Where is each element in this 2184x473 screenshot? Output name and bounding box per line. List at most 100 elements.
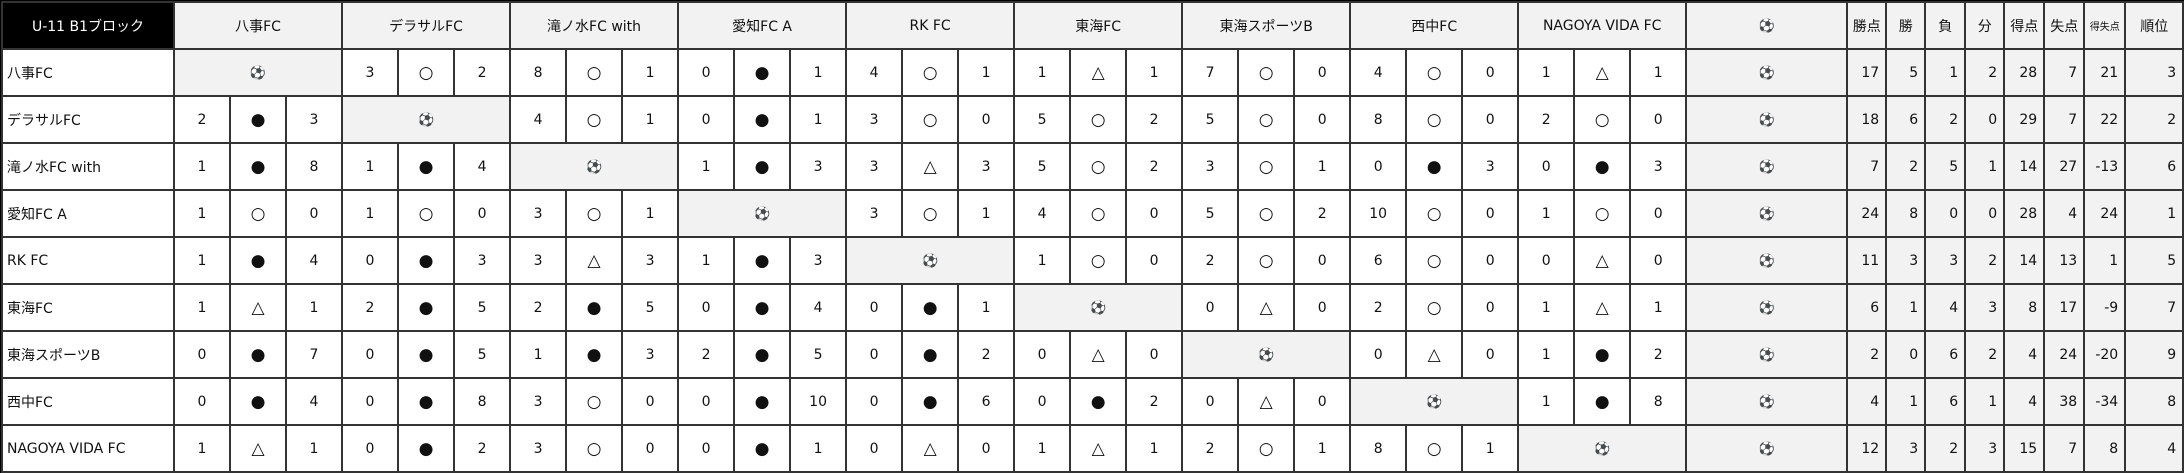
stat-value: 6: [2124, 142, 2184, 191]
goals-for: 1: [1517, 189, 1576, 238]
goals-for: 4: [1349, 48, 1408, 97]
stat-value: 5: [2124, 236, 2184, 285]
loss-mark: ●: [733, 142, 792, 191]
stat-header: 得点: [2003, 1, 2046, 50]
goals-for: 0: [845, 424, 904, 473]
table-row: 東海FC 1 △ 1 2 ● 5 2 ● 5 0 ● 4 0 ● 1 ⚽ 0 △ 0 2 ○ 0 1 △ 1 ⚽ 6 1 4 3 8 17 -9 7: [1, 283, 2184, 332]
stat-value: 12: [1846, 424, 1888, 473]
stat-value: 17: [2043, 283, 2086, 332]
goals-against: 0: [1293, 283, 1352, 332]
stat-value: 3: [1964, 424, 2006, 473]
win-mark: ○: [901, 189, 960, 238]
goals-against: 0: [1293, 377, 1352, 426]
win-mark: ○: [229, 189, 287, 238]
ball-cell: ⚽: [1685, 283, 1849, 332]
self-match-cell: ⚽: [677, 189, 848, 238]
goals-against: 1: [957, 283, 1016, 332]
goals-against: 8: [284, 142, 344, 191]
goals-for: 2: [1349, 283, 1408, 332]
loss-mark: ●: [901, 377, 960, 426]
soccer-ball-icon: ⚽: [1594, 441, 1611, 457]
draw-mark: △: [901, 424, 960, 473]
stat-value: 1: [1885, 283, 1927, 332]
goals-against: 8: [453, 377, 512, 426]
goals-for: 0: [341, 377, 400, 426]
loss-mark: ●: [229, 95, 287, 144]
win-mark: ○: [397, 48, 456, 97]
goals-against: 0: [1293, 48, 1352, 97]
win-mark: ○: [1237, 424, 1296, 473]
goals-for: 1: [677, 142, 736, 191]
stat-value: 0: [1924, 189, 1967, 238]
goals-for: 1: [1517, 377, 1576, 426]
goals-for: 3: [509, 236, 568, 285]
goals-against: 1: [957, 189, 1016, 238]
self-match-cell: ⚽: [1013, 283, 1184, 332]
win-mark: ○: [1069, 95, 1128, 144]
loss-mark: ●: [733, 48, 792, 97]
table-row: 東海スポーツB 0 ● 7 0 ● 5 1 ● 3 2 ● 5 0 ● 2 0 △ 0 ⚽ 0 △ 0 1 ● 2 ⚽ 2 0 6 2 4 24…: [1, 330, 2184, 379]
goals-against: 0: [284, 189, 344, 238]
goals-for: 1: [173, 189, 231, 238]
goals-against: 0: [621, 377, 680, 426]
goals-for: 8: [509, 48, 568, 97]
stat-value: 8: [2003, 283, 2046, 332]
goals-for: 3: [509, 189, 568, 238]
table-row: デラサルFC 2 ● 3 ⚽ 4 ○ 1 0 ● 1 3 ○ 0 5 ○ 2 5 ○ 0 8 ○ 0 2 ○ 0 ⚽ 18 6 2 0 29 7…: [1, 95, 2184, 144]
self-match-cell: ⚽: [341, 95, 512, 144]
goals-against: 0: [1461, 236, 1520, 285]
loss-mark: ●: [733, 283, 792, 332]
goals-against: 1: [1629, 283, 1688, 332]
goals-for: 2: [677, 330, 736, 379]
goals-for: 3: [845, 142, 904, 191]
goals-against: 0: [1125, 189, 1184, 238]
stat-value: 28: [2003, 189, 2046, 238]
goals-against: 3: [284, 95, 344, 144]
goals-for: 0: [677, 48, 736, 97]
goals-for: 1: [1013, 424, 1072, 473]
stat-value: 6: [1885, 95, 1927, 144]
goals-against: 3: [789, 142, 848, 191]
stat-value: 2: [2124, 95, 2184, 144]
goals-against: 5: [453, 283, 512, 332]
goals-for: 0: [1349, 142, 1408, 191]
ball-cell: ⚽: [1685, 189, 1849, 238]
goals-against: 3: [957, 142, 1016, 191]
goals-for: 8: [1349, 95, 1408, 144]
loss-mark: ●: [397, 424, 456, 473]
stat-value: 1: [1885, 377, 1927, 426]
goals-against: 0: [1293, 236, 1352, 285]
goals-against: 0: [1293, 95, 1352, 144]
stat-value: 1: [1964, 142, 2006, 191]
loss-mark: ●: [397, 142, 456, 191]
draw-mark: △: [1237, 283, 1296, 332]
goals-for: 4: [1013, 189, 1072, 238]
row-team-name: 滝ノ水FC with: [1, 142, 175, 191]
win-mark: ○: [397, 189, 456, 238]
goals-against: 0: [1629, 236, 1688, 285]
stat-value: 7: [2043, 95, 2086, 144]
stat-value: 4: [2003, 330, 2046, 379]
soccer-ball-icon: ⚽: [1758, 441, 1775, 457]
loss-mark: ●: [1573, 330, 1632, 379]
goals-for: 0: [845, 283, 904, 332]
soccer-ball-icon: ⚽: [1758, 394, 1775, 410]
goals-against: 1: [1125, 48, 1184, 97]
goals-for: 1: [677, 236, 736, 285]
loss-mark: ●: [733, 236, 792, 285]
goals-for: 0: [173, 377, 231, 426]
stat-value: 5: [1924, 142, 1967, 191]
row-team-name: デラサルFC: [1, 95, 175, 144]
loss-mark: ●: [397, 377, 456, 426]
goals-against: 2: [957, 330, 1016, 379]
row-team-name: NAGOYA VIDA FC: [1, 424, 175, 473]
goals-for: 1: [1013, 236, 1072, 285]
soccer-ball-icon: ⚽: [417, 112, 435, 128]
stat-value: 11: [1846, 236, 1888, 285]
stat-value: 24: [2043, 330, 2086, 379]
self-match-cell: ⚽: [1349, 377, 1520, 426]
stat-header: 勝: [1885, 1, 1927, 50]
soccer-ball-icon: ⚽: [1426, 394, 1443, 410]
goals-for: 0: [677, 95, 736, 144]
